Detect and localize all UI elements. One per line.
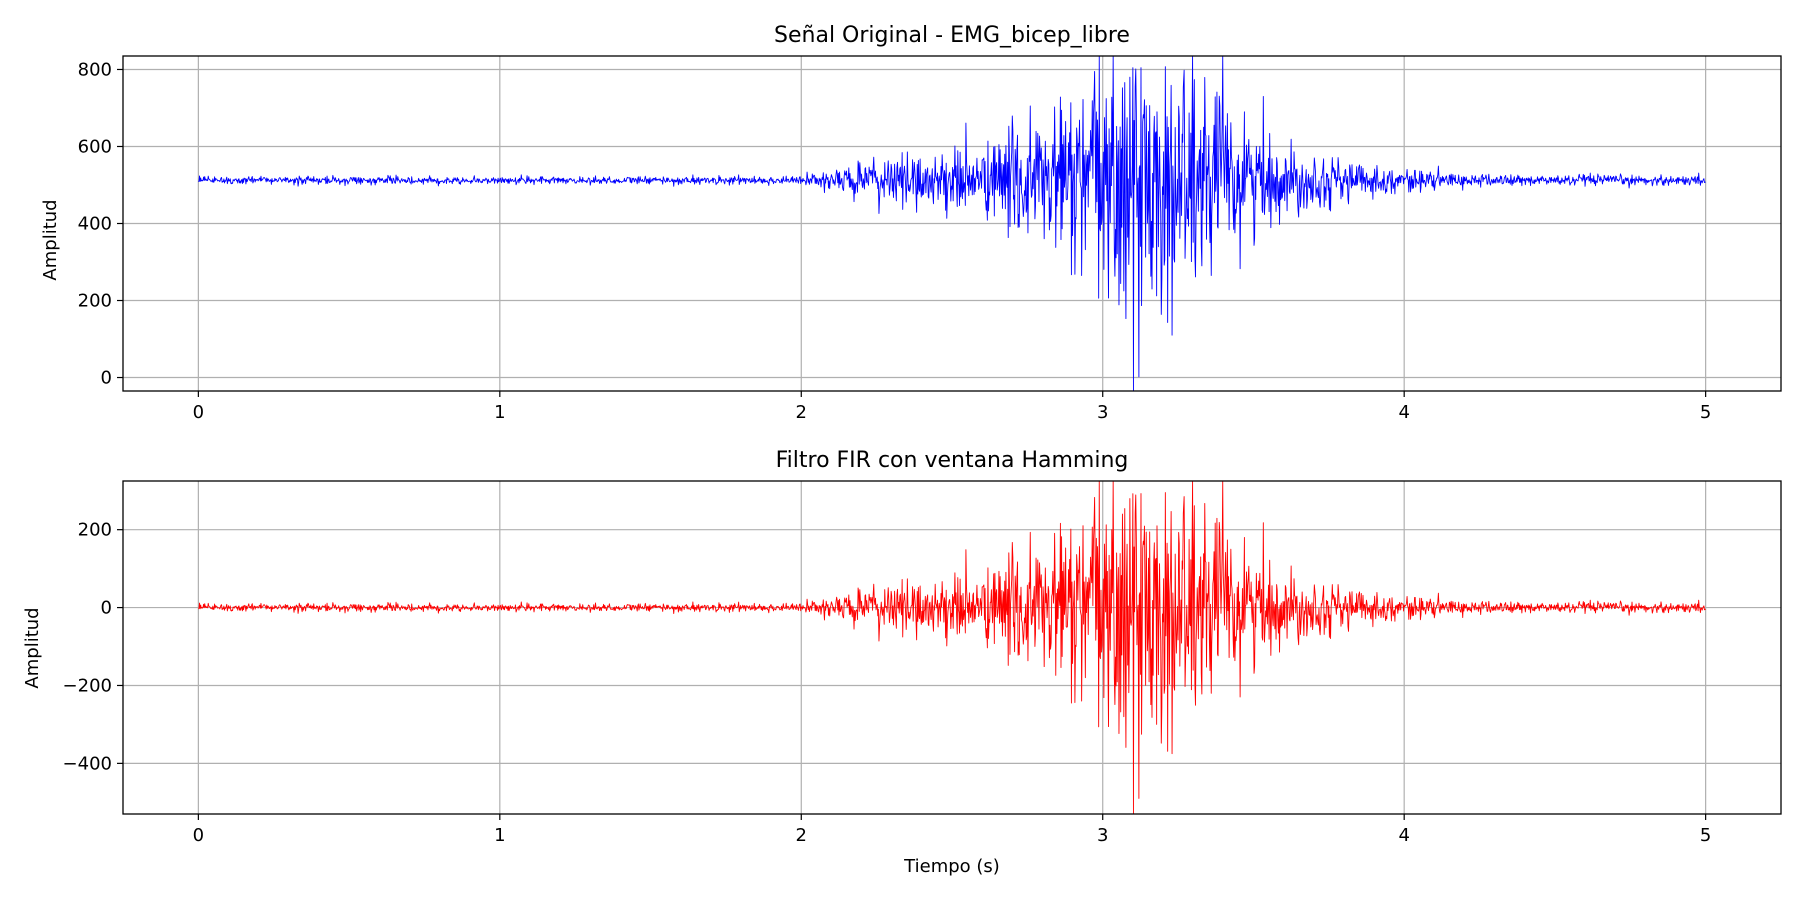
x-tick-label: 4 [1398,825,1409,846]
x-tick-label: 0 [193,825,204,846]
y-tick-label: 400 [78,214,112,235]
y-tick-label: 800 [78,59,112,80]
x-tick-label: 3 [1097,402,1108,423]
x-tick-label: 1 [494,825,505,846]
series-line [198,480,1706,815]
chart-title: Señal Original - EMG_bicep_libre [774,23,1130,48]
panel-original-signal: Señal Original - EMG_bicep_libre Amplitu… [40,23,1782,423]
y-tick-label: 200 [78,520,112,541]
x-tick-label: 5 [1700,825,1711,846]
y-tick-label: 0 [101,368,112,389]
panel-filtered-signal: Filtro FIR con ventana Hamming Amplitud … [22,448,1782,877]
x-axis-label: Tiempo (s) [903,856,1000,877]
y-axis-label: Amplitud [40,199,61,280]
plot-frame [122,480,1782,815]
x-tick-label: 2 [796,402,807,423]
x-tick-label: 4 [1398,402,1409,423]
x-tick-label: 5 [1700,402,1711,423]
y-tick-label: −200 [63,675,112,696]
x-tick-label: 3 [1097,825,1108,846]
x-tick-label: 1 [494,402,505,423]
y-tick-label: 200 [78,291,112,312]
y-axis-label: Amplitud [22,607,43,688]
y-tick-label: 600 [78,136,112,157]
series-line [198,55,1706,392]
y-tick-label: 0 [101,598,112,619]
chart-title: Filtro FIR con ventana Hamming [776,448,1129,473]
x-tick-label: 2 [796,825,807,846]
y-tick-label: −400 [63,753,112,774]
x-tick-label: 0 [193,402,204,423]
